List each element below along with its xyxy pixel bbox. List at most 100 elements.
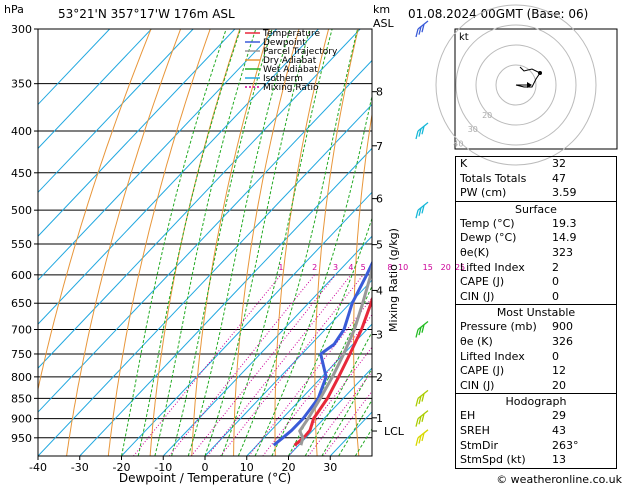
surface-section: Surface Temp (°C) 19.3 Dewp (°C) 14.9 θe(K) 3… [456, 200, 616, 305]
wind-barb-flag [415, 28, 419, 38]
wind-barb [415, 410, 429, 427]
height-tick-label: 8 [376, 86, 383, 99]
temperature-tick-label: 20 [282, 461, 296, 474]
wind-barb-flag [418, 128, 422, 137]
pressure-tick-label: 600 [11, 269, 32, 282]
mixing-ratio-axis-label: Mixing Ratio (g/kg) [387, 228, 400, 332]
mixing-ratio-label: 8 [387, 263, 392, 272]
wind-barb-flag [418, 326, 422, 336]
hodograph-index-row: StmSpd (kt) 13 [456, 453, 616, 468]
hodograph-section: Hodograph EH 29 SREH 43 StmDir 263° StmSpd (kt… [456, 393, 616, 467]
surface-row: Temp (°C) 19.3 [456, 217, 616, 232]
hodograph-index-value: 29 [552, 409, 566, 423]
mixing-ratio-label: 20 [441, 263, 451, 272]
wind-barbs [415, 20, 429, 446]
hodograph-index-row: EH 29 [456, 409, 616, 424]
dry-adiabat-line [274, 29, 330, 456]
hodograph-trace [515, 66, 541, 88]
mixing-ratio-label: 25 [455, 263, 465, 272]
isotherm-line [204, 279, 372, 456]
temperature-tick-label: -40 [29, 461, 47, 474]
index-row: K 32 [456, 157, 616, 172]
wind-barb-flag [415, 398, 419, 407]
surface-row: Lifted Index 2 [456, 261, 616, 276]
dry-adiabat-line [149, 29, 241, 456]
isotherm-line [38, 103, 372, 456]
wet-adiabat-line [154, 29, 257, 456]
most-unstable-label: Pressure (mb) [460, 320, 537, 334]
wind-barb-flag [415, 329, 419, 338]
pressure-tick-label: 750 [11, 348, 32, 361]
wind-barb-staff [417, 410, 429, 420]
parcel-trajectory-line [298, 261, 372, 446]
hodograph-index-label: SREH [460, 423, 490, 437]
surface-title: Surface [515, 202, 557, 216]
wind-barb-flag [415, 130, 419, 140]
index-label: PW (cm) [460, 186, 507, 200]
wind-barb-flag [418, 416, 422, 425]
wet-adiabat-line [204, 29, 311, 456]
wet-adiabat-line [221, 29, 333, 456]
hodograph-index-label: StmDir [460, 438, 499, 452]
most-unstable-row: CIN (J) 20 [456, 379, 616, 394]
wind-barb-flag [421, 24, 425, 33]
mixing-ratio-label: 15 [423, 263, 433, 272]
wind-barb-flag [418, 26, 422, 35]
height-tick-label: 6 [376, 193, 383, 206]
wet-adiabat-line [171, 29, 273, 456]
index-row: PW (cm) 3.59 [456, 186, 616, 201]
surface-value: 0 [552, 275, 559, 289]
legend-item: Isotherm [263, 74, 303, 84]
isotherm-line [38, 29, 152, 150]
temperature-tick-label: 10 [240, 461, 254, 474]
wind-barb [415, 20, 429, 38]
isotherm-line [38, 29, 194, 194]
indices-table: K 32 Totals Totals 47 PW (cm) 3.59 Surface Te… [455, 156, 617, 469]
surface-label: CIN (J) [460, 289, 495, 303]
pressure-tick-label: 800 [11, 371, 32, 384]
x-axis-label: Dewpoint / Temperature (°C) [119, 471, 291, 485]
hodograph: kt 20 30 40 [435, 4, 618, 166]
wind-barb-flag [421, 413, 425, 422]
wet-adiabat-line [304, 330, 372, 456]
copyright: © weatheronline.co.uk [496, 473, 622, 486]
isotherm-line [246, 323, 372, 456]
height-tick-label: 5 [376, 239, 383, 252]
most-unstable-label: θe (K) [460, 334, 493, 348]
wind-barb [415, 122, 429, 140]
mixing-ratio-line [307, 370, 372, 456]
surface-value: 2 [552, 260, 559, 274]
hodograph-ring-label: 40 [453, 140, 463, 149]
hodograph-ring [455, 24, 577, 146]
most-unstable-value: 12 [552, 364, 566, 378]
height-tick-label: 1 [376, 412, 383, 425]
most-unstable-label: CAPE (J) [460, 364, 505, 378]
height-tick-label: 4 [376, 284, 383, 297]
pressure-tick-label: 500 [11, 204, 32, 217]
wind-barb [415, 429, 429, 446]
wind-barb-flag [418, 435, 422, 444]
mixing-ratio-labels: 1 2 3 4 5 8 10 15 20 25 [278, 263, 465, 272]
most-unstable-value: 326 [552, 334, 573, 348]
isotherm-line [38, 29, 236, 237]
most-unstable-value: 900 [552, 320, 573, 334]
profile-series [272, 260, 372, 447]
height-unit-asl: ASL [373, 17, 395, 30]
pressure-tick-label: 550 [11, 238, 32, 251]
legend-item: Temperature [262, 29, 320, 39]
wet-adiabat-line [121, 29, 227, 456]
most-unstable-title: Most Unstable [496, 306, 576, 320]
isotherm-line [288, 367, 372, 456]
pressure-tick-label: 350 [11, 78, 32, 91]
hodograph-storm-arrowhead [527, 82, 532, 88]
dewpoint-line [272, 260, 372, 447]
wind-barb-flag [415, 437, 419, 446]
pressure-tick-label: 450 [11, 167, 32, 180]
wet-adiabat-line [137, 29, 242, 456]
wet-adiabat-line [288, 285, 372, 456]
most-unstable-row: Lifted Index 0 [456, 350, 616, 365]
hodograph-ring [475, 44, 557, 126]
hodograph-ring-label: 30 [468, 125, 478, 134]
wind-barb [415, 389, 429, 407]
